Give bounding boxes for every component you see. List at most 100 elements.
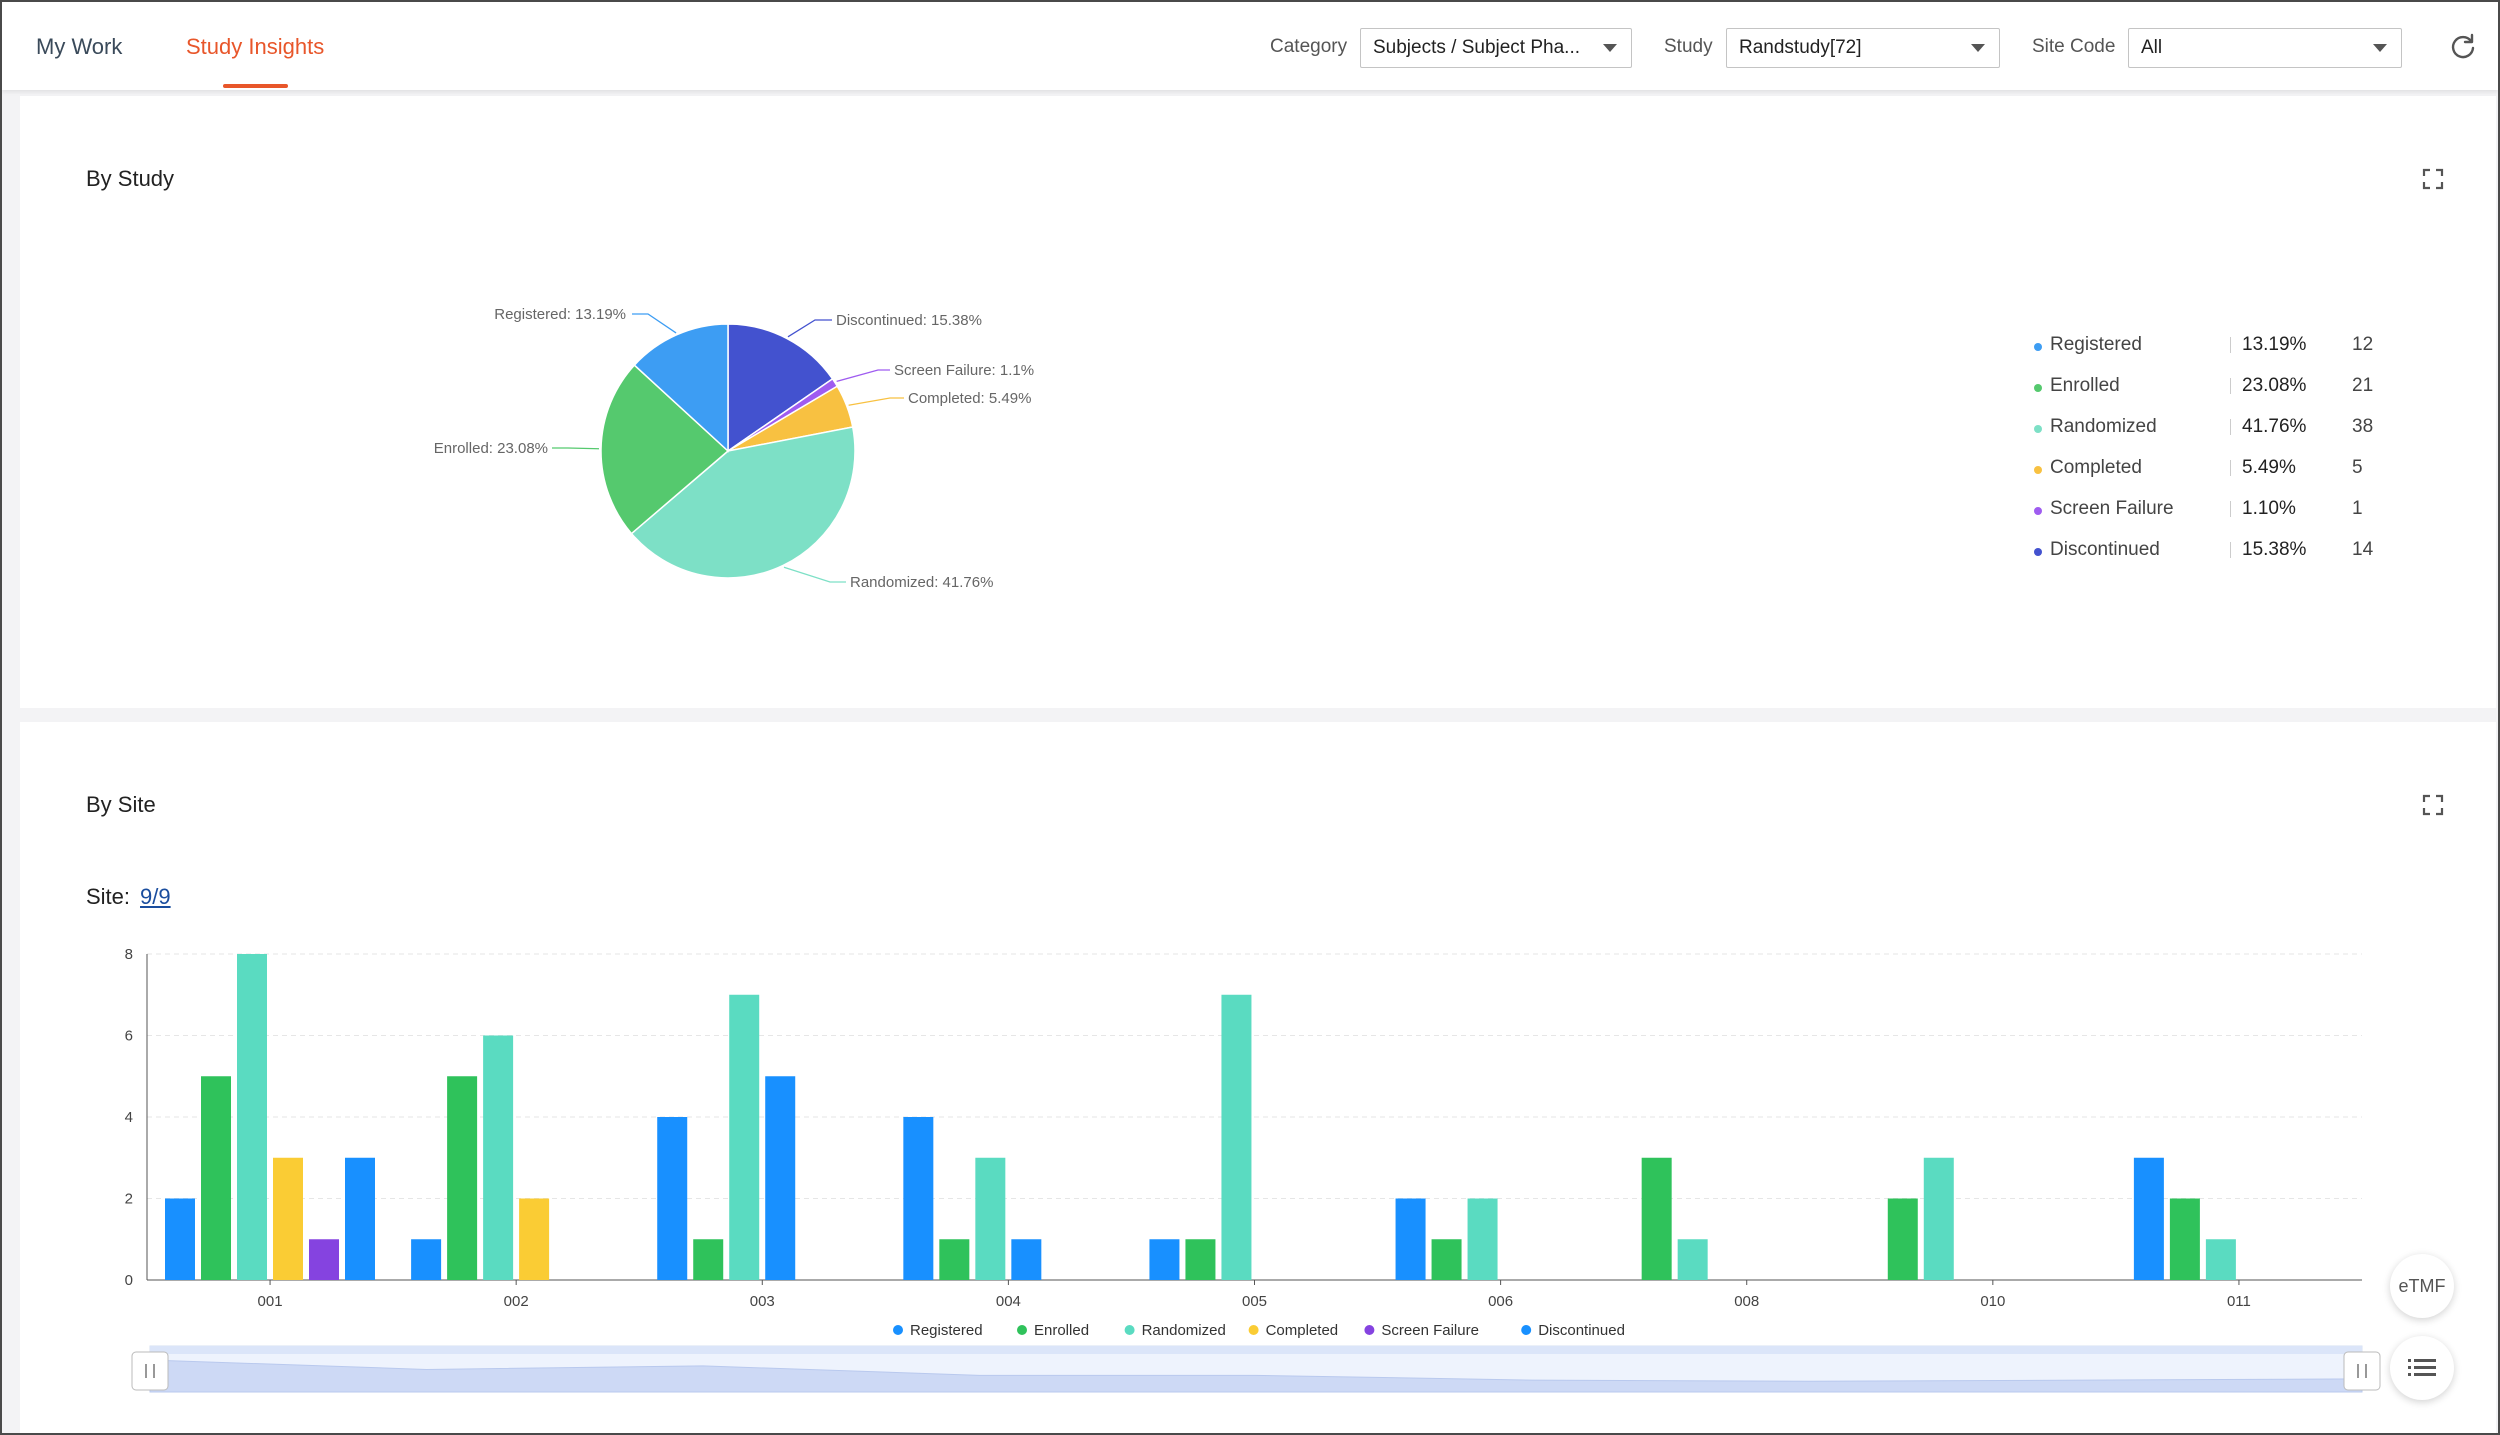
site-count: Site: 9/9 — [86, 884, 171, 910]
pie-slice-enrolled[interactable] — [600, 364, 730, 535]
legend-divider — [2230, 501, 2231, 517]
bar-completed[interactable] — [273, 1157, 303, 1280]
site-code-label: Site Code — [2032, 36, 2116, 57]
legend-dot — [2034, 384, 2042, 392]
bar-enrolled[interactable] — [693, 1239, 724, 1280]
bar-randomized[interactable] — [1677, 1239, 1708, 1280]
legend-divider — [2230, 460, 2231, 476]
legend-percent: 1.10% — [2242, 498, 2296, 519]
expand-icon[interactable] — [2422, 794, 2444, 816]
bar-randomized[interactable] — [975, 1157, 1006, 1280]
pie-slice-registered[interactable] — [633, 323, 729, 453]
legend-dot — [1248, 1325, 1259, 1335]
legend-dot — [1521, 1325, 1532, 1335]
zoom-handle-right[interactable] — [2343, 1351, 2381, 1391]
bar-randomized[interactable] — [2205, 1239, 2236, 1280]
bar-randomized[interactable] — [483, 1035, 514, 1281]
pie-leader-line — [632, 313, 677, 334]
pie-label: Randomized: 41.76% — [850, 574, 993, 591]
bar-randomized[interactable] — [1467, 1198, 1498, 1281]
pie-slice-randomized[interactable] — [630, 426, 856, 579]
pie-slice-discontinued[interactable] — [727, 323, 834, 453]
bar-registered[interactable] — [411, 1239, 442, 1280]
site-label: Site: — [86, 884, 131, 909]
panel-title: By Study — [86, 166, 175, 191]
bar-screen-failure[interactable] — [309, 1239, 339, 1280]
bar-discontinued[interactable] — [1011, 1239, 1042, 1280]
bar-enrolled[interactable] — [1887, 1198, 1918, 1281]
x-tick-label: 011 — [2227, 1293, 2251, 1310]
x-tick-label: 001 — [258, 1293, 283, 1310]
by-site-panel: By Site Site: 9/9 0 2 4 6 8 001 002 003 004 005 006… — [20, 722, 2496, 1433]
study-label: Study — [1664, 36, 1713, 57]
legend-name: Screen Failure — [2050, 498, 2174, 519]
legend-dot — [2034, 343, 2042, 351]
active-tab-indicator — [223, 84, 288, 88]
legend-divider — [2230, 337, 2231, 353]
bar-enrolled[interactable] — [939, 1239, 970, 1280]
bar-enrolled[interactable] — [1641, 1157, 1672, 1280]
tab-study-insights[interactable]: Study Insights — [186, 34, 325, 59]
legend-dot — [2034, 466, 2042, 474]
bar-enrolled[interactable] — [201, 1076, 231, 1280]
legend-percent: 13.19% — [2242, 334, 2307, 355]
study-select[interactable]: Randstudy[72] — [1726, 28, 2000, 68]
bar-randomized[interactable] — [1923, 1157, 1954, 1280]
bar-discontinued[interactable] — [765, 1076, 796, 1280]
x-tick-label: 002 — [504, 1293, 529, 1310]
legend-label[interactable]: Discontinued — [1538, 1322, 1625, 1339]
bar-registered[interactable] — [657, 1117, 688, 1280]
bar-registered[interactable] — [1149, 1239, 1180, 1280]
legend-row[interactable]: Registered 13.19% 12 — [2034, 334, 2394, 364]
legend-label[interactable]: Enrolled — [1034, 1322, 1089, 1339]
legend-row[interactable]: Discontinued 15.38% 14 — [2034, 539, 2394, 569]
bar-randomized[interactable] — [237, 954, 267, 1280]
legend-row[interactable]: Screen Failure 1.10% 1 — [2034, 498, 2394, 528]
legend-dot — [2034, 548, 2042, 556]
expand-icon[interactable] — [2422, 168, 2444, 190]
bar-enrolled[interactable] — [447, 1076, 478, 1280]
legend-row[interactable]: Completed 5.49% 5 — [2034, 457, 2394, 487]
bar-registered[interactable] — [903, 1117, 934, 1280]
legend-name: Discontinued — [2050, 539, 2160, 560]
legend-dot — [1124, 1325, 1135, 1335]
legend-row[interactable]: Randomized 41.76% 38 — [2034, 416, 2394, 446]
pie-label: Completed: 5.49% — [908, 390, 1031, 407]
legend-dot — [2034, 507, 2042, 515]
refresh-icon[interactable] — [2449, 32, 2477, 60]
tab-my-work[interactable]: My Work — [36, 34, 123, 59]
chevron-down-icon — [1603, 44, 1617, 52]
chevron-down-icon — [1971, 44, 1985, 52]
bar-enrolled[interactable] — [1185, 1239, 1216, 1280]
x-tick-label: 010 — [1980, 1293, 2005, 1310]
site-code-select[interactable]: All — [2128, 28, 2402, 68]
bar-discontinued[interactable] — [345, 1157, 375, 1280]
x-tick-label: 006 — [1488, 1293, 1513, 1310]
legend-dot — [1364, 1325, 1375, 1335]
zoom-handle-left[interactable] — [131, 1351, 169, 1391]
legend-row[interactable]: Enrolled 23.08% 21 — [2034, 375, 2394, 405]
legend-dot — [1017, 1325, 1027, 1335]
bar-registered[interactable] — [165, 1198, 195, 1281]
site-count-link[interactable]: 9/9 — [140, 884, 171, 909]
category-select[interactable]: Subjects / Subject Pha... — [1360, 28, 1632, 68]
top-bar: My Work Study Insights Category Subjects… — [2, 2, 2498, 90]
legend-label[interactable]: Randomized — [1142, 1322, 1226, 1339]
etmf-button[interactable]: eTMF — [2390, 1254, 2454, 1318]
list-button[interactable] — [2390, 1336, 2454, 1400]
pie-leader-line — [848, 397, 904, 406]
legend-dot — [893, 1325, 903, 1335]
legend-label[interactable]: Completed — [1266, 1322, 1339, 1339]
bar-enrolled[interactable] — [2169, 1198, 2200, 1281]
bar-registered[interactable] — [1395, 1198, 1426, 1281]
legend-label[interactable]: Screen Failure — [1381, 1322, 1479, 1339]
legend-label[interactable]: Registered — [910, 1322, 983, 1339]
legend-name: Randomized — [2050, 416, 2157, 437]
bar-randomized[interactable] — [729, 994, 760, 1280]
pie-leader-line — [836, 369, 890, 383]
legend-divider — [2230, 378, 2231, 394]
bar-completed[interactable] — [519, 1198, 550, 1281]
bar-randomized[interactable] — [1221, 994, 1252, 1280]
bar-enrolled[interactable] — [1431, 1239, 1462, 1280]
bar-registered[interactable] — [2133, 1157, 2164, 1280]
